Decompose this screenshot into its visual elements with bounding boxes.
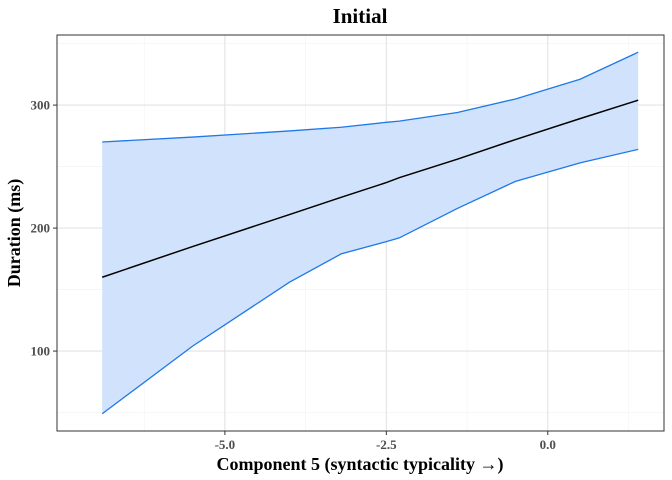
fit-line	[101, 99, 639, 278]
y-tick-label: 300	[31, 98, 51, 113]
x-axis-title: Component 5 (syntactic typicality →)	[217, 454, 504, 475]
lower-bound-line	[101, 148, 639, 415]
chart-title: Initial	[333, 4, 388, 28]
panel-border	[56, 34, 665, 432]
axis-layer: -5.0 -2.5 0.0 100 200 300	[31, 98, 556, 452]
confidence-band	[102, 52, 639, 414]
upper-bound-line	[102, 51, 639, 143]
x-tick-label: 0.0	[540, 437, 556, 452]
x-tick-label: -2.5	[376, 437, 397, 452]
x-tick-label: -5.0	[215, 437, 236, 452]
data-layer	[101, 51, 639, 415]
y-tick-label: 100	[31, 344, 51, 359]
y-axis-title: Duration (ms)	[4, 179, 25, 288]
y-tick-label: 200	[31, 221, 51, 236]
